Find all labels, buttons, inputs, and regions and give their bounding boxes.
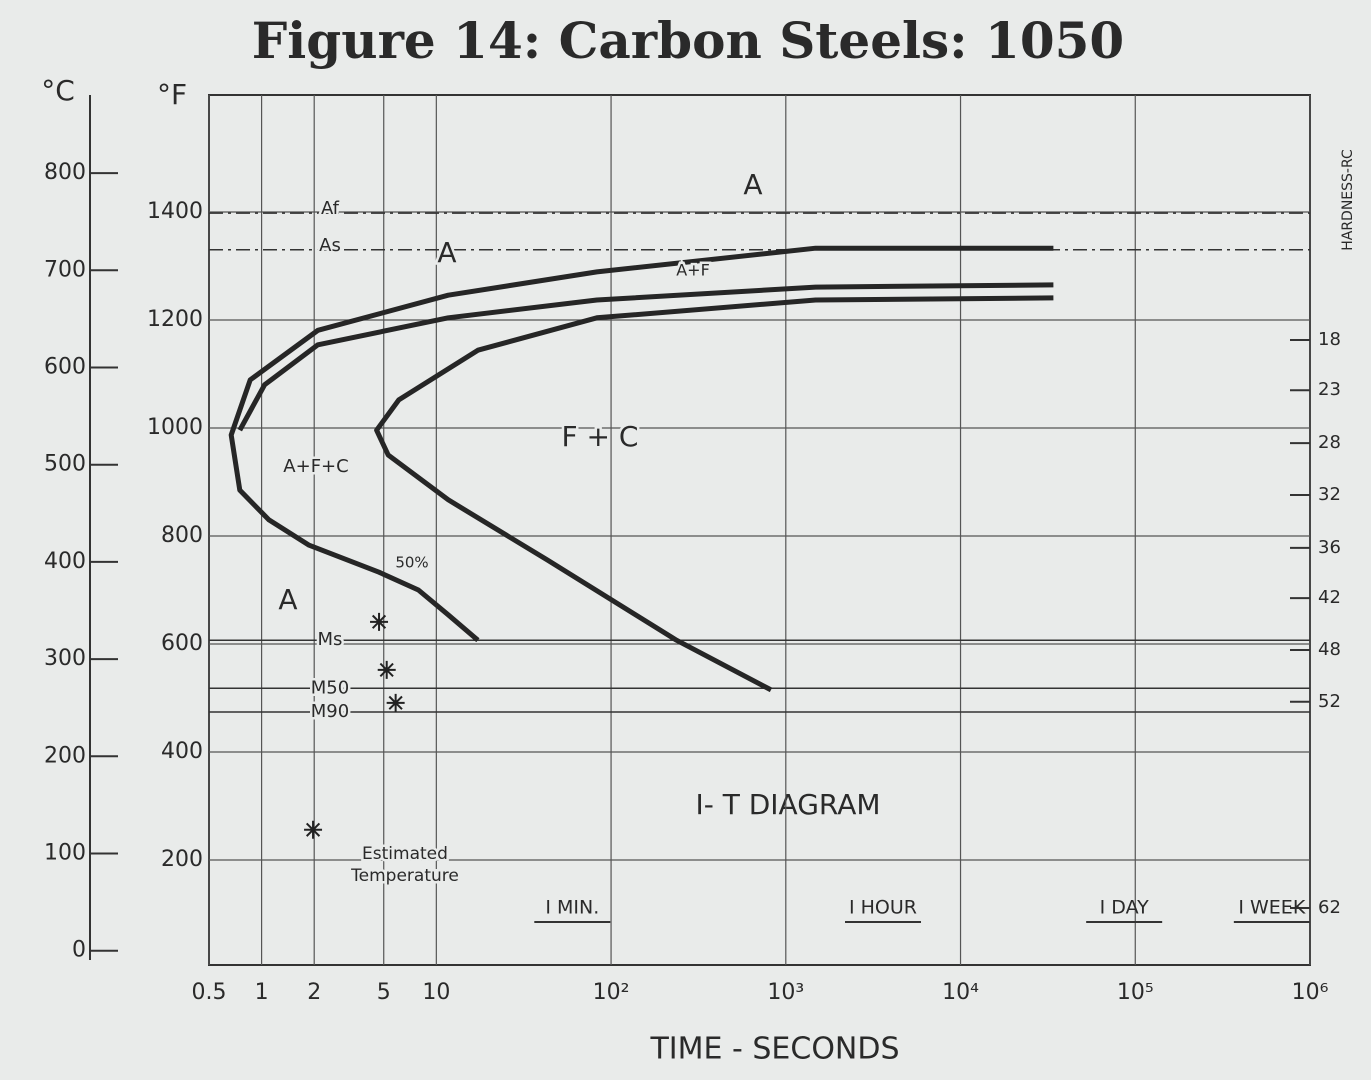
subtitle: I- T DIAGRAM (695, 788, 880, 821)
estimated-point (304, 820, 323, 839)
region-label: A (278, 583, 297, 616)
hardness-tick-label: 48 (1318, 639, 1341, 660)
x-label: TIME - SECONDS (649, 1032, 899, 1067)
y2-tick-label: 800 (44, 160, 86, 185)
region-label: A (743, 168, 762, 201)
chart-title: Figure 14: Carbon Steels: 1050 (252, 11, 1124, 70)
hardness-tick-label: 52 (1318, 691, 1341, 712)
x-tick-label: 10 (422, 980, 450, 1005)
transformation-curve (374, 295, 1054, 693)
region-label: A+F+C (283, 456, 348, 477)
x-tick-label: 10² (593, 980, 630, 1005)
hardness-tick-label: 28 (1318, 432, 1341, 453)
estimated-point (377, 660, 396, 679)
y-tick-label: 1200 (147, 307, 203, 332)
y-tick-label: 400 (161, 739, 203, 764)
hardness-tick-label: 32 (1318, 484, 1341, 505)
x-tick-label: 10⁵ (1117, 980, 1154, 1005)
y2-label: °C (41, 74, 75, 107)
y2-tick-label: 400 (44, 549, 86, 574)
y-tick-label: 1000 (147, 415, 203, 440)
reference-label: Ms (318, 629, 343, 650)
x-tick-label: 10³ (767, 980, 804, 1005)
transformation-curve (237, 282, 1054, 432)
reference-label: As (319, 235, 341, 256)
hardness-tick-label: 42 (1318, 587, 1341, 608)
x-tick-label: 0.5 (192, 980, 227, 1005)
region-label: F + C (562, 420, 639, 453)
region-label: A+F (676, 261, 710, 280)
time-mark-label: I DAY (1100, 897, 1149, 919)
time-mark-label: I HOUR (849, 897, 917, 919)
y-tick-label: 600 (161, 631, 203, 656)
region-label: Temperature (350, 866, 459, 886)
x-tick-label: 10⁶ (1292, 980, 1329, 1005)
y2-tick-label: 600 (44, 355, 86, 380)
y-tick-label: 200 (161, 847, 203, 872)
y-tick-label: 800 (161, 523, 203, 548)
reference-label: M50 (311, 677, 349, 698)
hardness-tick-label: 36 (1318, 537, 1341, 558)
y2-tick-label: 200 (44, 743, 86, 768)
time-mark-label: I WEEK (1238, 897, 1305, 919)
region-label: Estimated (362, 844, 448, 864)
estimated-point (386, 693, 405, 712)
hardness-tick-label: 18 (1318, 329, 1341, 350)
y2-tick-label: 0 (72, 938, 86, 963)
x-tick-label: 10⁴ (942, 980, 979, 1005)
hardness-label: HARDNESS-RC (1340, 149, 1356, 251)
hardness-tick-label: 62 (1318, 897, 1341, 918)
y-label: °F (157, 78, 187, 111)
reference-label: Af (321, 198, 340, 219)
estimated-point (370, 612, 389, 631)
reference-label: M90 (311, 701, 349, 722)
y2-tick-label: 700 (44, 257, 86, 282)
y2-tick-label: 500 (44, 452, 86, 477)
y2-tick-label: 300 (44, 646, 86, 671)
region-label: 50% (395, 554, 428, 572)
x-tick-label: 1 (255, 980, 269, 1005)
x-tick-label: 2 (307, 980, 321, 1005)
hardness-tick-label: 23 (1318, 379, 1341, 400)
region-label: A (437, 236, 456, 269)
plot-frame (208, 94, 1311, 966)
x-tick-label: 5 (377, 980, 391, 1005)
time-mark-label: I MIN. (545, 897, 599, 919)
y-tick-label: 1400 (147, 199, 203, 224)
y2-tick-label: 100 (44, 840, 86, 865)
transformation-curve (228, 245, 1054, 643)
